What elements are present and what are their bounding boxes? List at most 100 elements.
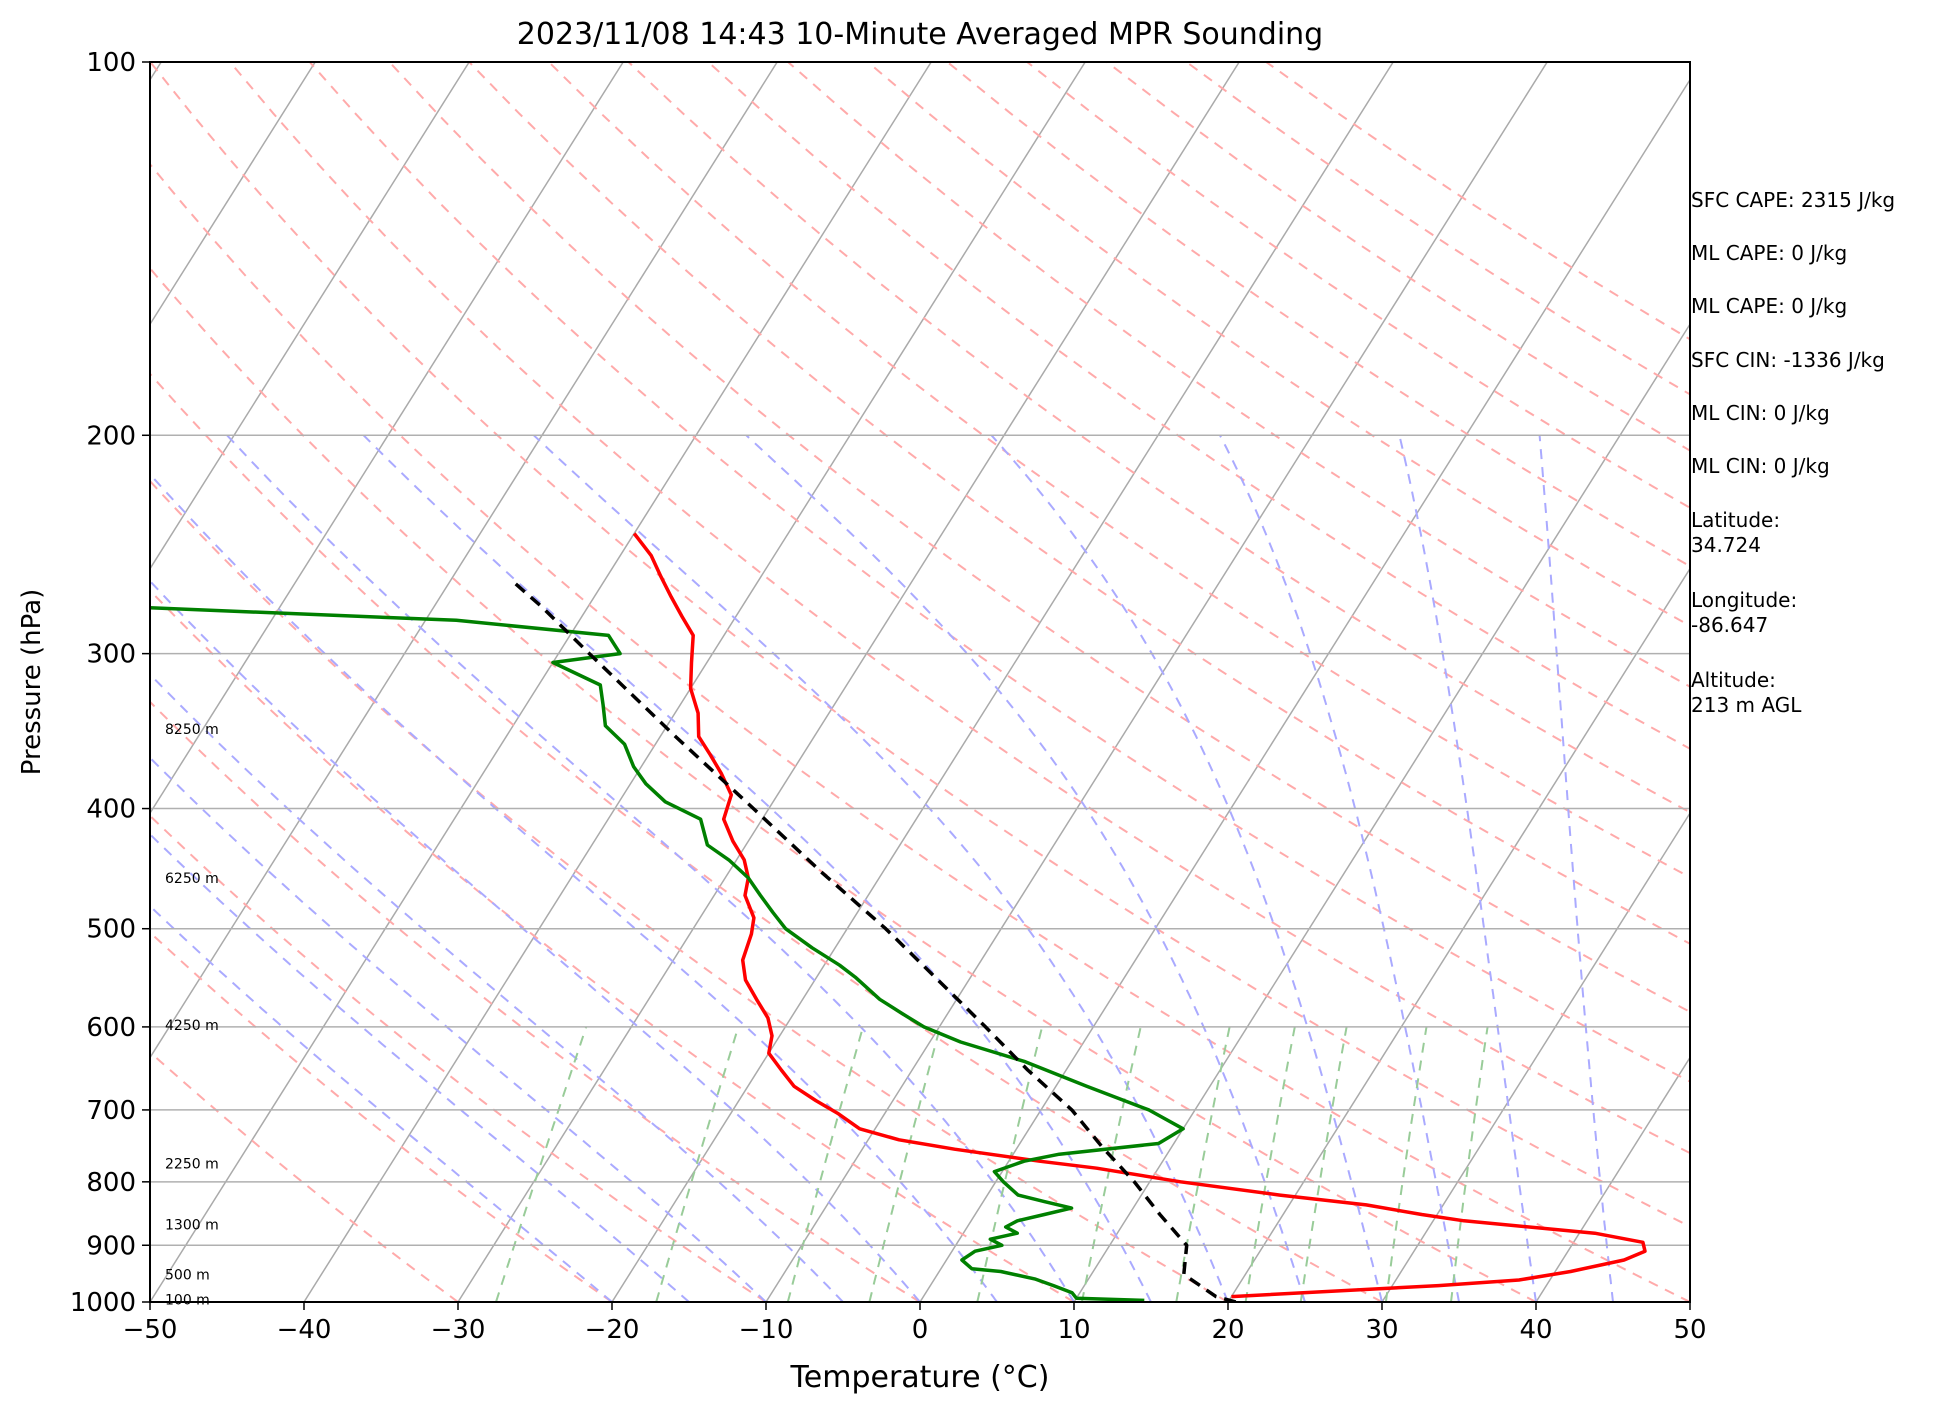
mixing-ratio-line <box>1175 1026 1231 1302</box>
mixing-ratio-line <box>655 1026 740 1302</box>
x-tick-label: 40 <box>1519 1315 1552 1345</box>
isotherm-line <box>150 62 932 1302</box>
x-axis-label: Temperature (°C) <box>790 1360 1050 1395</box>
x-tick-label: 10 <box>1057 1315 1090 1345</box>
height-label: 100 m <box>165 1292 210 1308</box>
parameter-text: Altitude: 213 m AGL <box>1691 668 1802 717</box>
height-label: 4250 m <box>165 1018 219 1034</box>
x-tick-label: 0 <box>912 1315 929 1345</box>
mixing-ratio-line <box>1384 1026 1428 1302</box>
isotherm-line <box>919 78 1690 1302</box>
isotherm-line <box>303 62 1086 1302</box>
parameter-text: SFC CAPE: 2315 J/kg <box>1691 188 1896 212</box>
parcel-profile-line <box>510 579 1237 1302</box>
dry-adiabat-line <box>707 62 1690 750</box>
height-label: 2250 m <box>165 1156 219 1172</box>
moist-adiabat-line <box>1538 435 1614 1302</box>
dry-adiabat-line <box>150 588 1075 1302</box>
isotherm-line <box>150 62 624 815</box>
pressure-gridlines <box>150 61 1690 1303</box>
parameter-text: Latitude: 34.724 <box>1691 508 1781 557</box>
dry-adiabat-line <box>150 930 613 1302</box>
moist-adiabat-line <box>990 434 1383 1302</box>
moist-adiabat-line <box>150 672 844 1302</box>
isotherm-line <box>0 62 7 1302</box>
isotherm-line <box>1073 322 1690 1302</box>
dry-adiabat-line <box>308 62 1690 1083</box>
mixing-ratio-line <box>1244 1026 1296 1302</box>
mixing-ratio-line <box>868 1026 942 1302</box>
isotherm-line <box>611 62 1394 1302</box>
isotherm-line <box>150 62 316 326</box>
isotherm-line <box>1227 567 1690 1302</box>
x-tick-label: −20 <box>585 1315 640 1345</box>
y-tick-label: 300 <box>86 640 136 670</box>
parameter-text: ML CIN: 0 J/kg <box>1691 454 1830 478</box>
dry-adiabat-line <box>150 1050 459 1302</box>
x-tick-label: −10 <box>739 1315 794 1345</box>
height-label: 8250 m <box>165 722 219 738</box>
parameter-text: ML CAPE: 0 J/kg <box>1691 241 1848 265</box>
x-tick-label: 50 <box>1673 1315 1706 1345</box>
height-label: 6250 m <box>165 871 219 887</box>
moist-adiabat-line <box>150 579 921 1302</box>
dewpoint-line <box>150 606 1185 1302</box>
height-labels: 8250 m 6250 m 4250 m 2250 m 1300 m 500 m 100 m <box>165 722 219 1308</box>
height-label: 1300 m <box>165 1218 219 1234</box>
isotherm-line <box>765 62 1548 1302</box>
dry-adiabat-line <box>150 162 1690 1302</box>
moist-adiabat-line <box>150 472 998 1302</box>
mixing-ratio-line <box>976 1026 1044 1302</box>
isotherm-line <box>1535 1056 1690 1302</box>
parameter-text: ML CIN: 0 J/kg <box>1691 401 1830 425</box>
dry-adiabat-line <box>867 62 1690 627</box>
x-axis-ticks: −50 −40 −30 −20 −10 0 10 20 30 40 50 <box>123 1302 1707 1345</box>
parameter-text: ML CAPE: 0 J/kg <box>1691 294 1848 318</box>
isotherm-line <box>457 62 1240 1302</box>
dry-adiabat-line <box>388 62 1690 1013</box>
y-tick-label: 500 <box>86 915 136 945</box>
dry-adiabat-line <box>548 62 1690 879</box>
x-tick-label: 20 <box>1211 1315 1244 1345</box>
height-label: 500 m <box>165 1267 210 1283</box>
parameter-text: Longitude: -86.647 <box>1691 588 1798 637</box>
dry-adiabat-line <box>150 479 1229 1302</box>
mixing-ratio-line <box>1299 1026 1348 1302</box>
y-tick-label: 600 <box>86 1013 136 1043</box>
x-tick-label: 30 <box>1365 1315 1398 1345</box>
background-lines <box>0 62 1936 1302</box>
dry-adiabat-line <box>150 62 1690 1228</box>
chart-title: 2023/11/08 14:43 10-Minute Averaged MPR … <box>517 17 1323 52</box>
mixing-ratio-line <box>495 1026 588 1302</box>
sounding-series <box>150 532 1647 1302</box>
y-axis-label: Pressure (hPa) <box>17 589 47 776</box>
mixing-ratio-line <box>1450 1026 1489 1302</box>
parameter-text: SFC CIN: -1336 J/kg <box>1691 348 1885 372</box>
dry-adiabat-line <box>229 62 1690 1155</box>
mixing-ratio-line <box>786 1026 864 1302</box>
dry-adiabat-line <box>150 372 1383 1302</box>
moist-adiabat-line <box>1219 434 1460 1302</box>
y-tick-label: 900 <box>86 1231 136 1261</box>
isotherm-line <box>150 62 470 571</box>
isotherm-line <box>1381 811 1690 1302</box>
moist-adiabat-line <box>362 434 1152 1302</box>
y-tick-label: 200 <box>86 421 136 451</box>
y-tick-label: 800 <box>86 1168 136 1198</box>
moist-adiabat-line <box>745 434 1306 1302</box>
y-tick-label: 400 <box>86 795 136 825</box>
dry-adiabat-line <box>150 700 921 1302</box>
x-tick-label: −40 <box>277 1315 332 1345</box>
isotherm-line <box>150 62 778 1059</box>
y-tick-label: 1000 <box>70 1288 136 1318</box>
temperature-line <box>632 532 1647 1299</box>
x-tick-label: −30 <box>431 1315 486 1345</box>
plot-frame <box>149 61 1691 1303</box>
y-axis-ticks: 1000 900 800 700 600 500 400 300 200 100 <box>70 48 150 1318</box>
dry-adiabat-line <box>150 814 767 1302</box>
x-tick-label: −50 <box>123 1315 178 1345</box>
dry-adiabat-line <box>150 266 1537 1302</box>
isotherm-line <box>1844 62 1936 1302</box>
mixing-ratio-line <box>1080 1026 1142 1302</box>
